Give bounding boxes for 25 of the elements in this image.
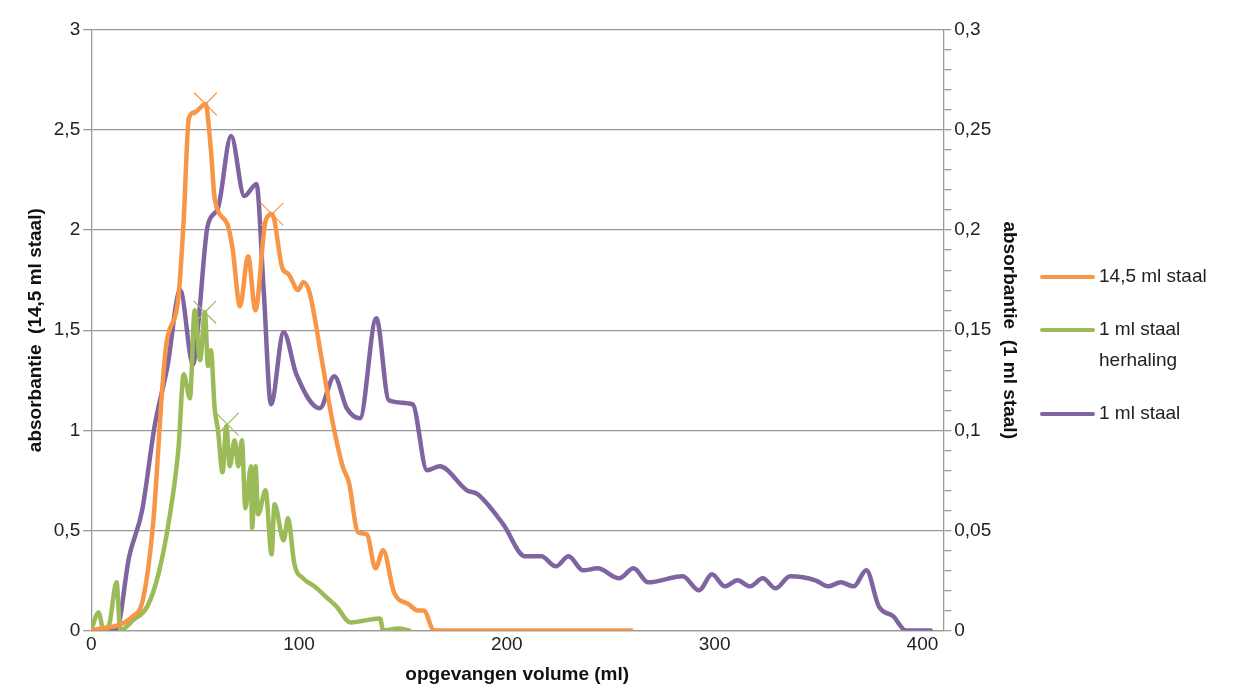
- y2-tick-label: 0,05: [954, 518, 992, 540]
- y-tick-label: 0: [69, 618, 81, 640]
- y2-tick-label: 0,25: [954, 118, 992, 140]
- y2-tick-label: 0,3: [954, 18, 981, 40]
- legend-label: 14,5 ml staal: [1099, 264, 1208, 288]
- y2-tick-label: 0,2: [954, 218, 981, 240]
- y2-axis-title: absorbantie (1 ml staal): [1000, 221, 1022, 439]
- x-axis-title: opgevangen volume (ml): [405, 662, 630, 684]
- y2-tick-label: 0: [954, 618, 965, 640]
- x-tick-label: 100: [283, 633, 315, 655]
- y2-tick-label: 0,15: [954, 318, 992, 340]
- x-tick-label: 0: [85, 633, 97, 655]
- y-tick-label: 2: [69, 218, 81, 240]
- x-tick-label: 400: [906, 633, 939, 655]
- y-tick-label: 1: [69, 418, 81, 440]
- x-tick-label: 300: [698, 633, 731, 655]
- y-tick-label: 1,5: [53, 318, 81, 340]
- y-tick-label: 0,5: [53, 518, 81, 540]
- y-tick-label: 3: [69, 18, 81, 40]
- y-axis-title: absorbantie (14,5 ml staal): [23, 208, 45, 453]
- y-tick-label: 2,5: [53, 118, 81, 140]
- legend-label: 1 ml staal: [1099, 401, 1182, 425]
- x-tick-label: 200: [490, 633, 523, 655]
- legend-label: 1 ml staal herhaling: [1099, 317, 1182, 372]
- y2-tick-label: 0,1: [954, 418, 981, 440]
